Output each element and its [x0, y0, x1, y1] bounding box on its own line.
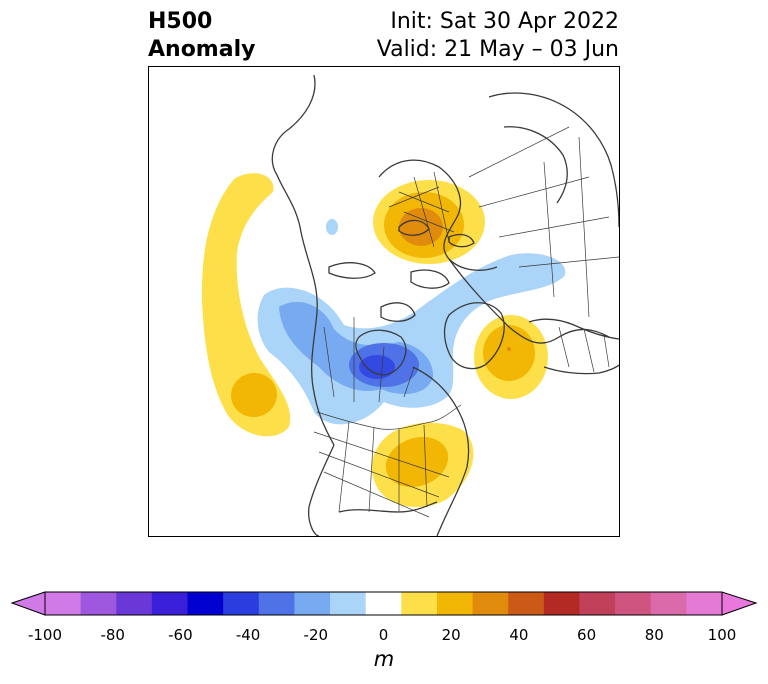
colorbar-cell [650, 592, 687, 615]
colorbar-tick-label: -80 [100, 626, 125, 644]
colorbar-cell [472, 592, 509, 615]
colorbar [10, 591, 758, 616]
colorbar-tick-label: 0 [378, 626, 389, 644]
colorbar-cell [579, 592, 616, 615]
colorbar-cell [686, 592, 723, 615]
colorbar-tick-label: 40 [509, 626, 529, 644]
colorbar-cell [45, 592, 82, 615]
colorbar-tick-label: -20 [303, 626, 329, 644]
colorbar-cell [330, 592, 367, 615]
negative-anomaly-small [326, 219, 338, 235]
colorbar-cell [80, 592, 117, 615]
map-svg [201, 74, 619, 536]
colorbar-frame [44, 591, 723, 616]
anomaly-map [148, 66, 620, 537]
colorbar-tick-label: 100 [707, 626, 737, 644]
init-date: Init: Sat 30 Apr 2022 [390, 9, 619, 34]
title-line1: H500 [148, 9, 213, 34]
colorbar-tick-label: -100 [27, 626, 63, 644]
colorbar-tick-label: -60 [168, 626, 193, 644]
colorbar-cells [45, 592, 723, 615]
chart-title: H500 Anomaly [148, 8, 255, 64]
date-info: Init: Sat 30 Apr 2022 Valid: 21 May – 03… [377, 8, 619, 64]
title-line2: Anomaly [148, 37, 256, 62]
positive-anomaly-atlantic [474, 315, 548, 399]
colorbar-cell [401, 592, 438, 615]
colorbar-cell [116, 592, 153, 615]
colorbar-unit: m [373, 647, 395, 671]
colorbar-cell [151, 592, 189, 615]
colorbar-cell [223, 592, 260, 615]
colorbar-cell [615, 592, 652, 615]
positive-anomaly-pacific [201, 173, 291, 437]
colorbar-tick-label: 20 [441, 626, 461, 644]
colorbar-cell [436, 592, 474, 615]
positive-anomaly-eastern-us [371, 422, 474, 508]
colorbar-cell [508, 592, 545, 615]
colorbar-tick-label: 60 [577, 626, 597, 644]
borders [313, 126, 619, 518]
colorbar-tick-label: -40 [235, 626, 261, 644]
colorbar-cell [187, 592, 224, 615]
colorbar-cell [365, 592, 402, 615]
colorbar-tick-label: 80 [644, 626, 664, 644]
colorbar-extend-low [10, 591, 46, 616]
colorbar-cell [543, 592, 580, 615]
colorbar-cell [294, 592, 331, 615]
colorbar-cell [258, 592, 295, 615]
colorbar-extend-high [721, 591, 758, 616]
valid-period: Valid: 21 May – 03 Jun [376, 37, 619, 62]
